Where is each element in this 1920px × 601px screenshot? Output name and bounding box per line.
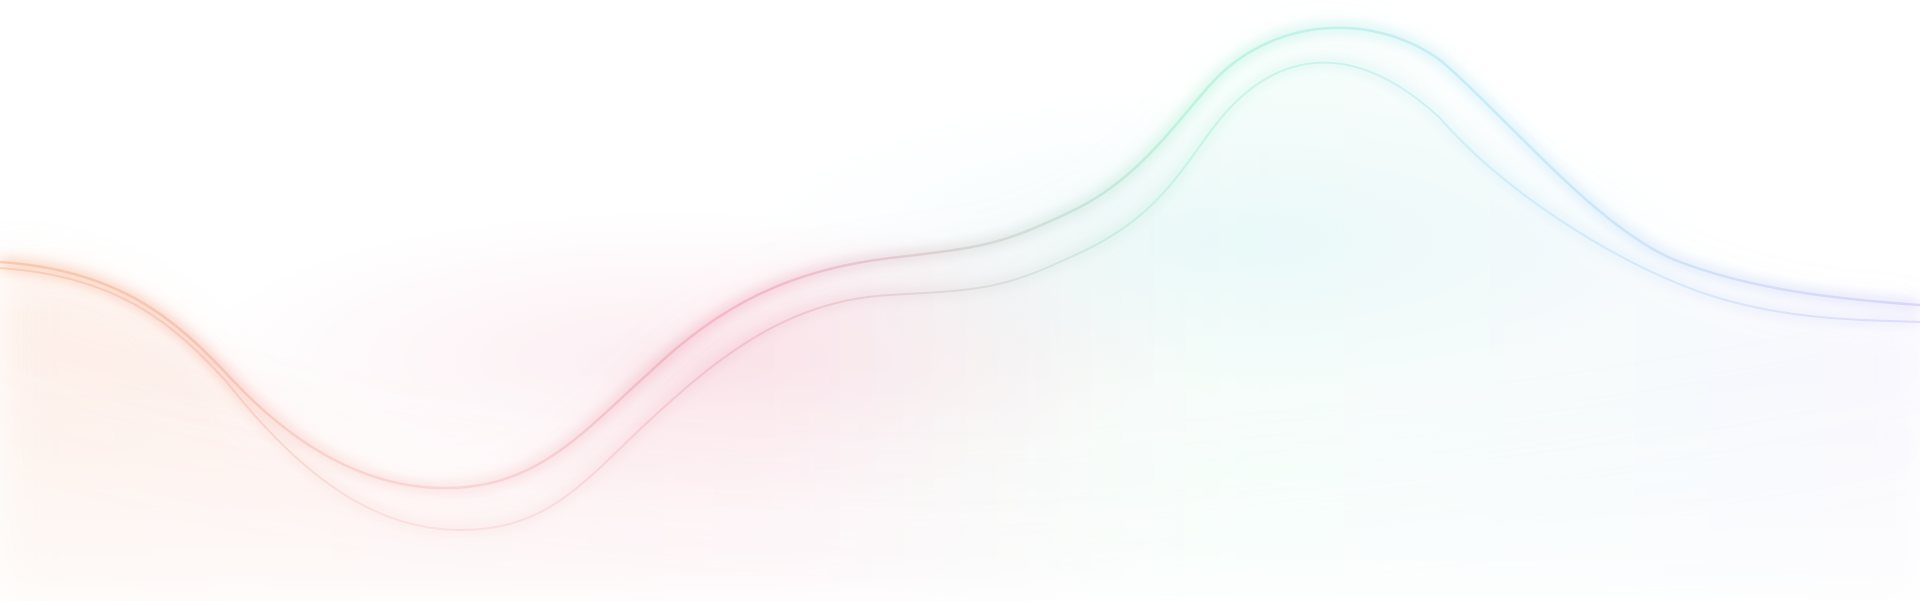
bottom-fade bbox=[0, 360, 1920, 601]
